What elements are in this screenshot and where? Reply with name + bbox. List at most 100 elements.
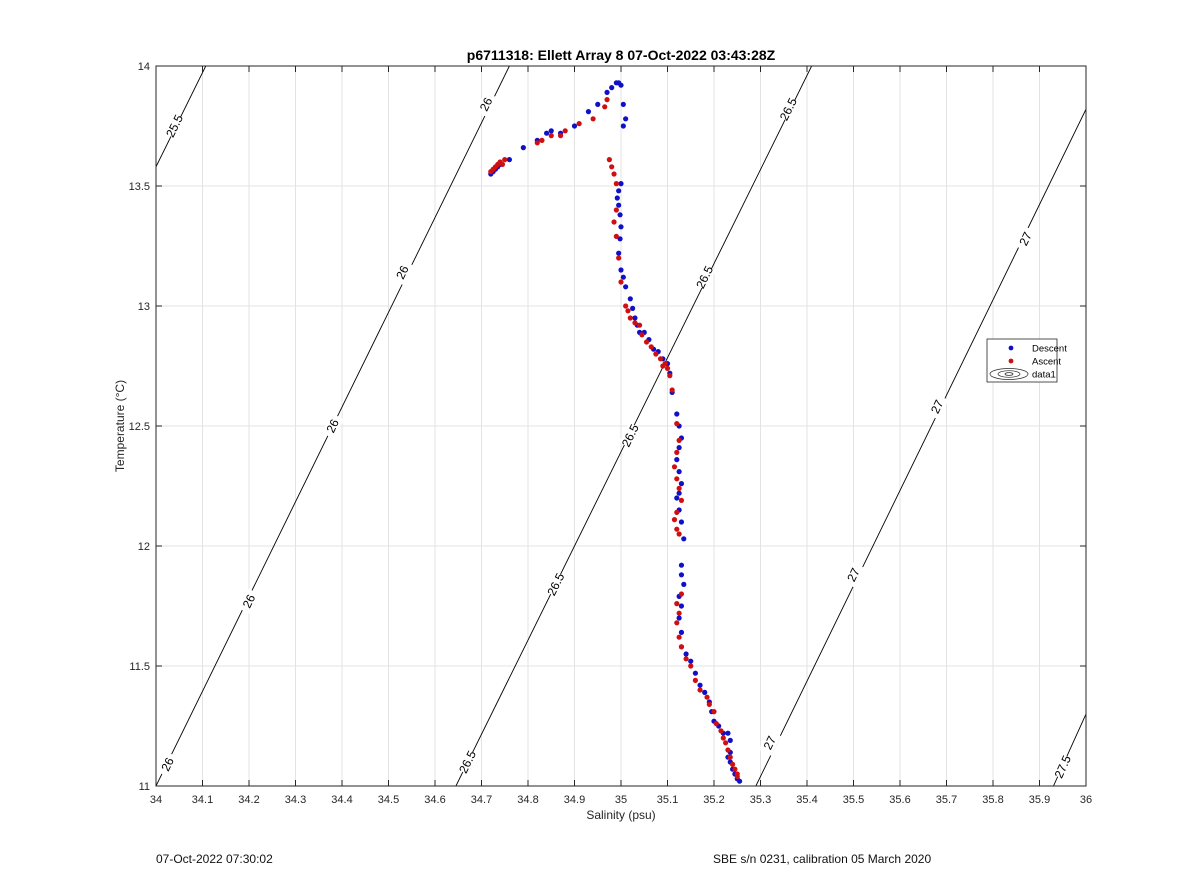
ascent-point [639, 332, 645, 338]
descent-point [620, 101, 626, 107]
y-tick-label: 13.5 [129, 181, 150, 193]
isopycnal-label-bg [163, 113, 186, 139]
isopycnal-label-bg [237, 588, 261, 615]
descent-point [674, 411, 680, 417]
ascent-point [539, 137, 545, 143]
isopycnal-label-bg [391, 259, 414, 286]
isopycnal-label: 26 [240, 592, 259, 610]
legend-marker-descent [1008, 345, 1014, 351]
ascent-point [730, 761, 736, 768]
ascent-point [692, 677, 699, 684]
descent-point [674, 457, 680, 463]
ascent-point [616, 255, 622, 261]
ascent-point [502, 157, 508, 163]
legend-contour-ring [997, 370, 1021, 378]
ascent-point [611, 219, 617, 225]
descent-point [676, 469, 682, 475]
descent-point [678, 562, 685, 568]
ascent-point [676, 610, 682, 616]
legend-label: Descent [1032, 344, 1067, 355]
y-tick-label: 13 [138, 301, 150, 313]
x-tick-label: 35.6 [889, 794, 910, 806]
ascent-point [674, 526, 680, 532]
legend-label: Ascent [1032, 357, 1061, 368]
ascent-point [664, 365, 671, 371]
ascent-point [562, 128, 568, 134]
x-tick-label: 34.6 [424, 794, 445, 806]
x-tick-label: 34.7 [471, 794, 492, 806]
ascent-point [723, 740, 729, 746]
ascent-point [688, 663, 694, 669]
x-tick-label: 34.3 [285, 794, 306, 806]
x-tick-label: 35.8 [982, 794, 1003, 806]
descent-point [623, 284, 629, 290]
isopycnal-labels: 25.5262626262626.526.526.526.526.5272727… [156, 91, 1074, 780]
ascent-point [671, 464, 678, 470]
descent-point [681, 536, 687, 542]
ascent-point [613, 233, 619, 239]
isopycnal-label: 26 [323, 417, 342, 435]
descent-point [683, 651, 689, 657]
legend-contour-icon [989, 368, 1029, 380]
ascent-point [606, 157, 612, 163]
x-tick-label: 34 [150, 794, 162, 806]
isopycnal-label-bg [321, 413, 344, 439]
descent-point [548, 128, 554, 134]
isopycnal-label-bg [758, 729, 781, 756]
x-tick-label: 35.2 [703, 794, 724, 806]
x-tick-label: 34.9 [564, 794, 585, 806]
y-axis-label: Temperature (°C) [113, 380, 127, 472]
isopycnal-label-bg [475, 91, 498, 118]
x-tick-label: 36 [1080, 794, 1092, 806]
isopycnal-label-bg [156, 751, 179, 778]
ascent-point [557, 133, 564, 139]
descent-point [678, 603, 685, 609]
descent-point [585, 109, 592, 115]
ascent-point [637, 322, 643, 328]
y-tick-label: 11.5 [129, 661, 150, 673]
isopycnal-label: 27 [1016, 229, 1035, 247]
ascent-point [627, 315, 633, 321]
descent-point [616, 250, 622, 256]
ascent-point [676, 485, 682, 491]
ascent-point [618, 279, 624, 285]
ascent-point [674, 601, 680, 607]
footer-calibration-text: SBE s/n 0231, calibration 05 March 2020 [713, 852, 932, 866]
descent-point [678, 519, 685, 525]
ascent-point [534, 140, 540, 146]
ascent-point [706, 701, 712, 708]
descent-point [681, 581, 687, 588]
descent-point [616, 202, 622, 208]
descent-point [595, 101, 601, 107]
ascent-point [548, 133, 554, 139]
ascent-point [657, 356, 664, 362]
descent-point [520, 145, 526, 151]
descent-point [702, 689, 708, 696]
ascent-point [590, 116, 596, 122]
ascent-point [713, 721, 719, 727]
ascent-point [623, 303, 629, 309]
ascent-point [662, 361, 668, 367]
isopycnal-line [156, 66, 207, 167]
descent-point [692, 670, 699, 676]
ascent-point [576, 121, 582, 127]
legend: Descent Ascent data1 [986, 338, 1067, 383]
x-tick-label: 35 [615, 794, 627, 806]
x-tick-label: 34.1 [192, 794, 213, 806]
descent-point [618, 267, 624, 273]
isopycnal-label: 26.5 [456, 748, 479, 775]
x-axis-label: Salinity (psu) [586, 808, 655, 822]
descent-point [725, 730, 731, 736]
isopycnal-label: 26 [393, 263, 412, 281]
isopycnal-line [755, 109, 1086, 786]
x-tick-label: 35.1 [657, 794, 678, 806]
isopycnal-label-bg [926, 393, 949, 420]
isopycnal-label-bg [544, 571, 568, 598]
descent-point [616, 188, 622, 194]
y-tick-label: 14 [138, 61, 150, 73]
ascent-point [632, 320, 638, 326]
isopycnal-label-bg [842, 561, 865, 588]
ascent-point [674, 509, 680, 515]
ascent-point [611, 171, 617, 177]
